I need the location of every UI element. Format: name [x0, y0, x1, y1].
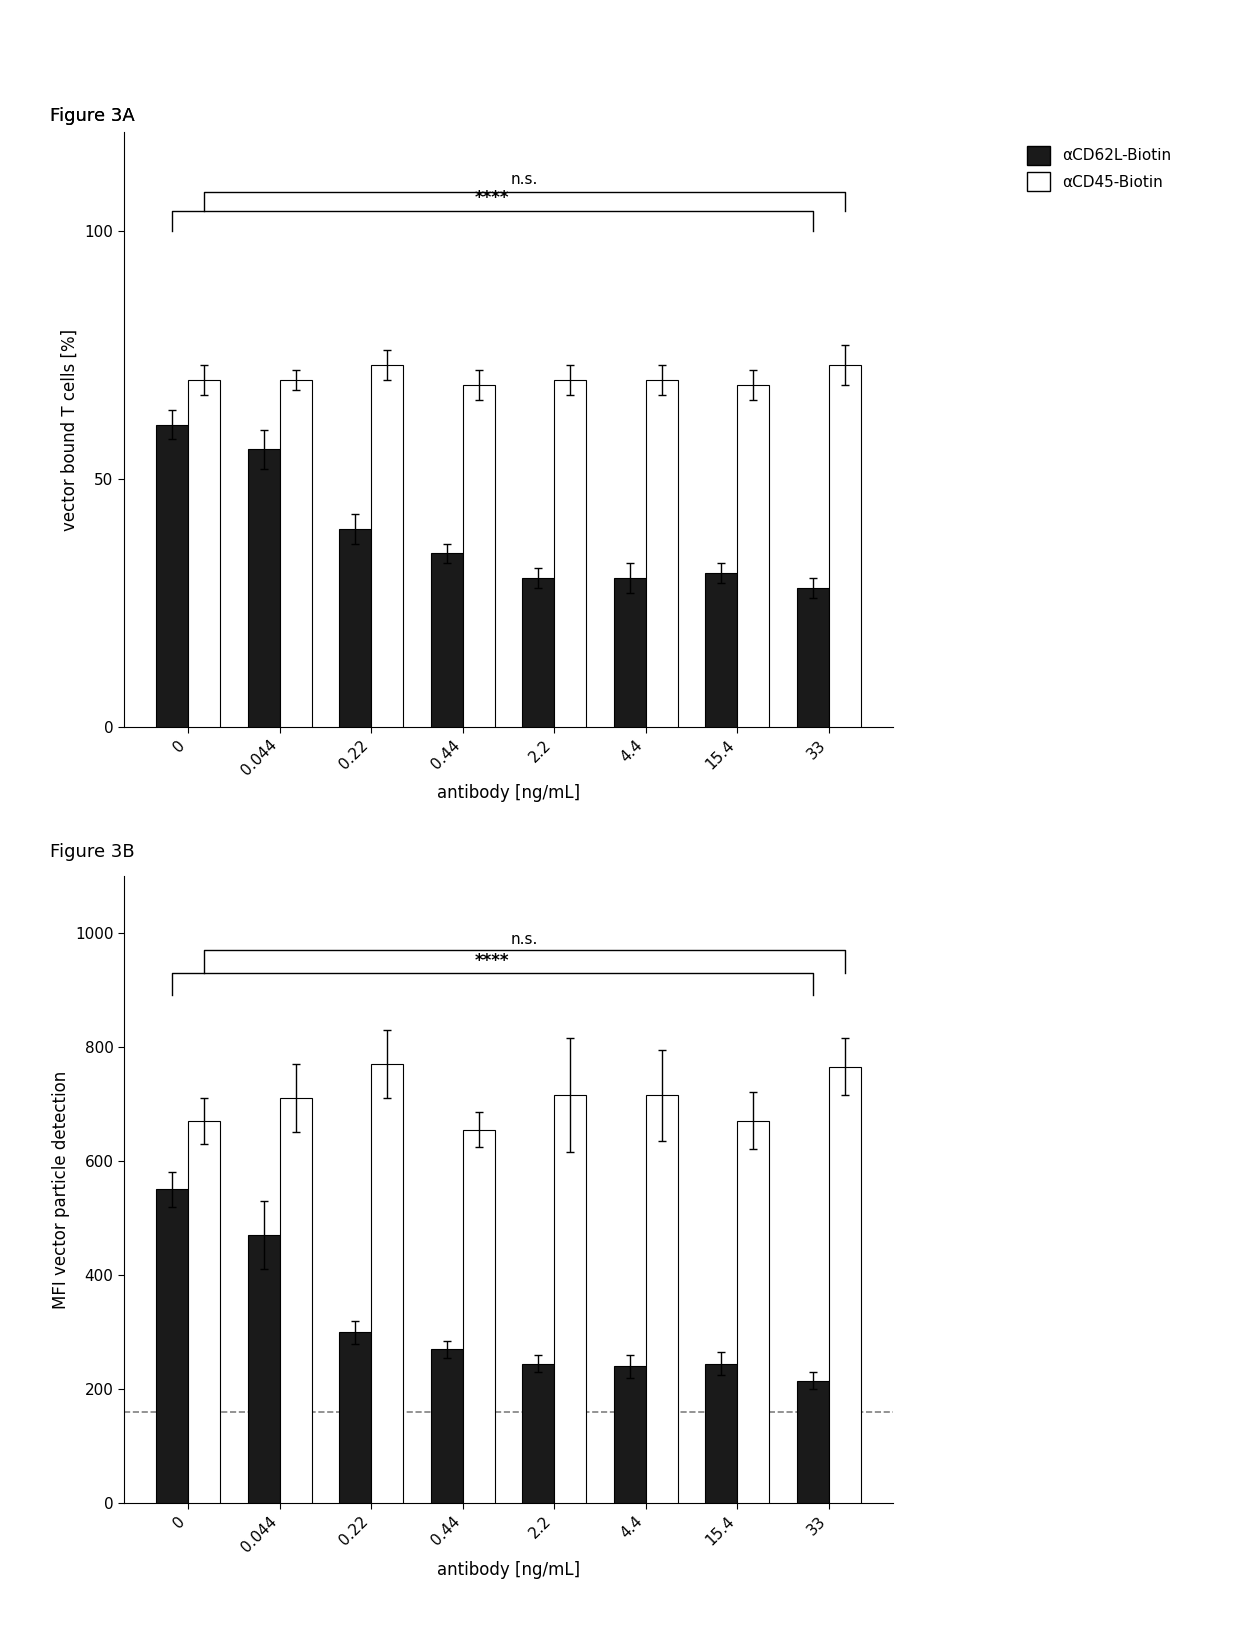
Bar	[614, 1366, 646, 1503]
Bar	[646, 380, 678, 727]
Bar	[554, 380, 587, 727]
Bar	[828, 1067, 861, 1503]
Bar	[614, 578, 646, 727]
Bar	[554, 1095, 587, 1503]
Bar	[188, 1122, 221, 1503]
Bar	[430, 553, 463, 727]
Bar	[738, 1122, 769, 1503]
Bar	[797, 588, 828, 727]
Bar	[706, 573, 738, 727]
Bar	[279, 1099, 311, 1503]
Text: Figure 3B: Figure 3B	[50, 843, 134, 861]
Bar	[371, 1064, 403, 1503]
Y-axis label: MFI vector particle detection: MFI vector particle detection	[52, 1070, 69, 1308]
Text: Figure 3A: Figure 3A	[50, 107, 134, 126]
Bar	[248, 1236, 279, 1503]
Bar	[248, 449, 279, 727]
Text: ****: ****	[475, 188, 510, 206]
Bar	[156, 1189, 188, 1503]
Bar	[430, 1350, 463, 1503]
X-axis label: antibody [ng/mL]: antibody [ng/mL]	[436, 1561, 580, 1579]
Bar	[797, 1381, 828, 1503]
Text: n.s.: n.s.	[511, 172, 538, 187]
Bar	[706, 1363, 738, 1503]
Bar	[522, 578, 554, 727]
Bar	[188, 380, 221, 727]
Bar	[828, 365, 861, 727]
Text: ****: ****	[475, 952, 510, 970]
Bar	[156, 425, 188, 727]
Bar	[339, 529, 371, 727]
Bar	[463, 1130, 495, 1503]
Bar	[339, 1332, 371, 1503]
Bar	[371, 365, 403, 727]
X-axis label: antibody [ng/mL]: antibody [ng/mL]	[436, 785, 580, 803]
Text: Figure 3A: Figure 3A	[50, 107, 134, 126]
Bar	[463, 385, 495, 727]
Y-axis label: vector bound T cells [%]: vector bound T cells [%]	[61, 329, 79, 530]
Legend: αCD62L-Biotin, αCD45-Biotin: αCD62L-Biotin, αCD45-Biotin	[1021, 140, 1177, 197]
Bar	[646, 1095, 678, 1503]
Bar	[738, 385, 769, 727]
Text: n.s.: n.s.	[511, 932, 538, 947]
Bar	[522, 1363, 554, 1503]
Bar	[279, 380, 311, 727]
